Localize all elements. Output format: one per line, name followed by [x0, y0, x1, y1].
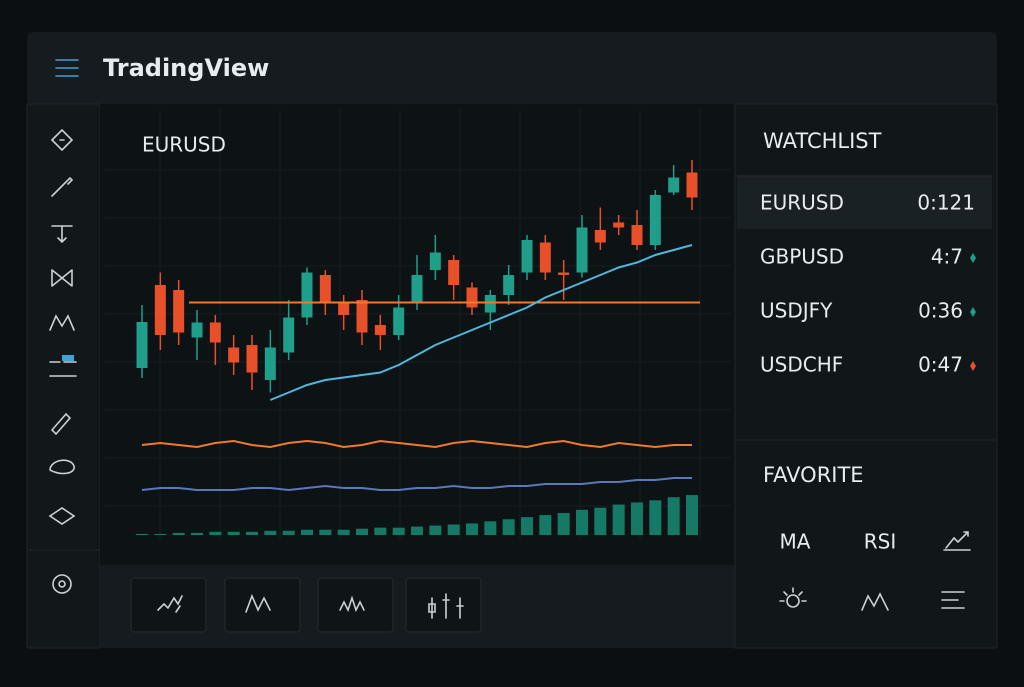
volume-bar	[686, 495, 698, 535]
volume-bar	[282, 530, 295, 535]
candle-body	[539, 242, 551, 273]
volume-bar	[576, 509, 588, 535]
volume-bar	[667, 497, 680, 535]
watchlist-row-selected	[737, 177, 992, 229]
candle-body	[136, 322, 148, 368]
volume-bar	[227, 531, 240, 535]
candle-body	[668, 177, 680, 193]
candle-body	[356, 300, 368, 333]
trend-dot	[970, 253, 976, 263]
moving-average	[269, 244, 693, 401]
volume-bar	[447, 524, 460, 535]
watchlist-value: 0:121	[917, 191, 975, 215]
volume-bar	[374, 527, 387, 535]
trend-dot	[970, 361, 976, 371]
volume-bar	[191, 532, 203, 535]
oscillator-line	[141, 477, 692, 492]
favorite-item[interactable]: RSI	[864, 530, 897, 554]
candle-body	[209, 322, 221, 343]
candle-body	[484, 295, 496, 313]
menu-icon[interactable]	[55, 59, 79, 77]
candle-body	[173, 290, 185, 333]
volume-bar	[649, 500, 662, 535]
volume-bar	[557, 512, 570, 535]
app-title: TradingView	[103, 54, 269, 82]
favorite-title: FAVORITE	[763, 463, 864, 487]
watchlist-symbol[interactable]: EURUSD	[760, 191, 844, 215]
header	[27, 32, 997, 104]
watchlist-value: 0:36	[918, 299, 963, 323]
volume-bar	[392, 527, 405, 535]
watchlist-value: 0:47	[918, 353, 963, 377]
volume-bar	[264, 530, 277, 535]
volume-bar	[136, 533, 148, 535]
candle-body	[576, 227, 588, 273]
volume-bar	[246, 531, 258, 535]
candle-body	[631, 225, 643, 245]
candle-body	[283, 317, 295, 353]
volume-bar	[466, 523, 478, 535]
volume-bar	[429, 525, 442, 535]
candle-body	[319, 275, 331, 303]
candle-body	[558, 272, 570, 275]
candle-body	[154, 285, 166, 335]
watchlist-title: WATCHLIST	[763, 129, 882, 153]
watchlist-symbol[interactable]: USDJFY	[760, 299, 833, 323]
volume-bar	[631, 502, 643, 535]
volume-bar	[337, 529, 350, 535]
candle-body	[613, 222, 625, 228]
chart-symbol: EURUSD	[142, 133, 226, 157]
candle-body	[466, 287, 478, 308]
volume-bar	[612, 504, 625, 535]
candle-body	[686, 172, 698, 198]
tool-icons[interactable]	[48, 128, 77, 594]
volume-bar	[484, 521, 497, 535]
candle-body	[228, 347, 240, 363]
candle-body	[393, 307, 405, 335]
candle-body	[503, 275, 515, 295]
volume-bar	[319, 529, 332, 535]
candle-body	[338, 302, 350, 315]
volume-bar	[594, 507, 607, 535]
volume-bar	[411, 526, 423, 535]
candle-body	[594, 230, 606, 243]
candle-body	[264, 347, 276, 380]
volume-bar	[301, 529, 313, 535]
watchlist-value: 4:7	[931, 245, 963, 269]
volume-bar	[502, 519, 515, 535]
candle-body	[246, 345, 258, 373]
volume-bar	[209, 531, 222, 535]
candle-body	[411, 275, 423, 303]
volume-bar	[539, 515, 552, 535]
candle-body	[649, 195, 661, 245]
volume-bar	[172, 532, 185, 535]
candle-body	[429, 252, 441, 270]
candle-body	[448, 260, 460, 285]
candle-body	[191, 322, 203, 338]
volume-bar	[154, 533, 167, 535]
oscillator-line	[141, 439, 692, 449]
candle-body	[521, 240, 533, 273]
volume-bar	[356, 528, 368, 535]
favorite-item[interactable]: MA	[780, 530, 811, 554]
bottom-buttons[interactable]	[130, 577, 482, 633]
candle-body	[374, 325, 386, 335]
watchlist-symbol[interactable]: USDCHF	[760, 353, 843, 377]
candle-body	[301, 272, 313, 318]
volume-bar	[521, 517, 533, 535]
trend-dot	[970, 307, 976, 317]
favorite-icons[interactable]	[779, 531, 971, 611]
watchlist-symbol[interactable]: GBPUSD	[760, 245, 844, 269]
